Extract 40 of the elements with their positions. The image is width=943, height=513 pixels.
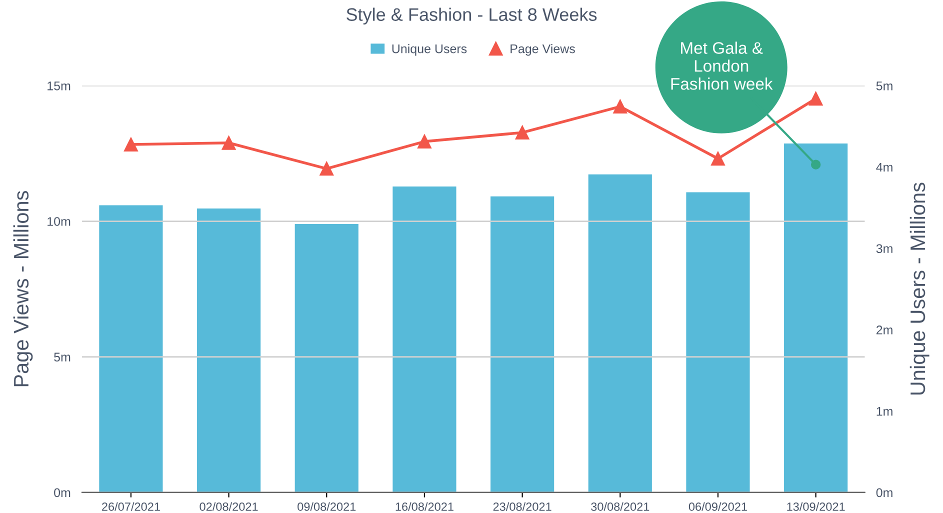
y2-tick-label: 0m <box>876 488 892 498</box>
x-tick-label: 02/08/2021 <box>200 502 258 511</box>
point <box>222 136 236 150</box>
bar <box>197 208 261 492</box>
point <box>320 162 334 176</box>
y2-tick-label: 5m <box>876 82 892 90</box>
point <box>515 126 530 140</box>
bar <box>99 205 163 492</box>
x-tick-label: 09/08/2021 <box>298 502 356 511</box>
y-tick-label: 0m <box>54 488 70 498</box>
x-tick-label: 13/09/2021 <box>787 502 845 511</box>
bar <box>686 192 750 492</box>
legend-label: Unique Users <box>392 44 467 56</box>
y-axis-title: Page Views - Millions <box>13 191 33 386</box>
x-tick-label: 30/08/2021 <box>591 502 650 511</box>
y2-tick-label: 2m <box>876 326 892 334</box>
point <box>711 152 725 166</box>
y-tick-label: 5m <box>54 352 70 362</box>
y-tick-label: 15m <box>48 82 70 90</box>
y2-axis-title: Unique Users - Millions <box>910 182 930 395</box>
bar <box>392 186 456 492</box>
annotation: Met Gala & London Fashion week <box>671 42 773 90</box>
y-tick-label: 10m <box>48 217 70 226</box>
point <box>124 138 138 152</box>
x-tick-label: 26/07/2021 <box>102 502 160 511</box>
y2-tick-label: 1m <box>876 407 892 416</box>
point <box>418 134 432 148</box>
point <box>613 100 628 114</box>
x-tick-label: 23/08/2021 <box>493 502 552 511</box>
x-tick-label: 16/08/2021 <box>396 502 454 511</box>
bar <box>294 224 358 492</box>
bar <box>588 174 652 492</box>
legend-label: Page Views <box>510 44 575 56</box>
bar <box>784 143 848 492</box>
point <box>808 92 823 106</box>
chart-title: Style & Fashion - Last 8 Weeks <box>346 8 597 25</box>
x-tick-label: 06/09/2021 <box>688 502 747 511</box>
bar <box>490 196 554 492</box>
y2-tick-label: 4m <box>876 162 892 172</box>
y2-tick-label: 3m <box>876 244 892 254</box>
